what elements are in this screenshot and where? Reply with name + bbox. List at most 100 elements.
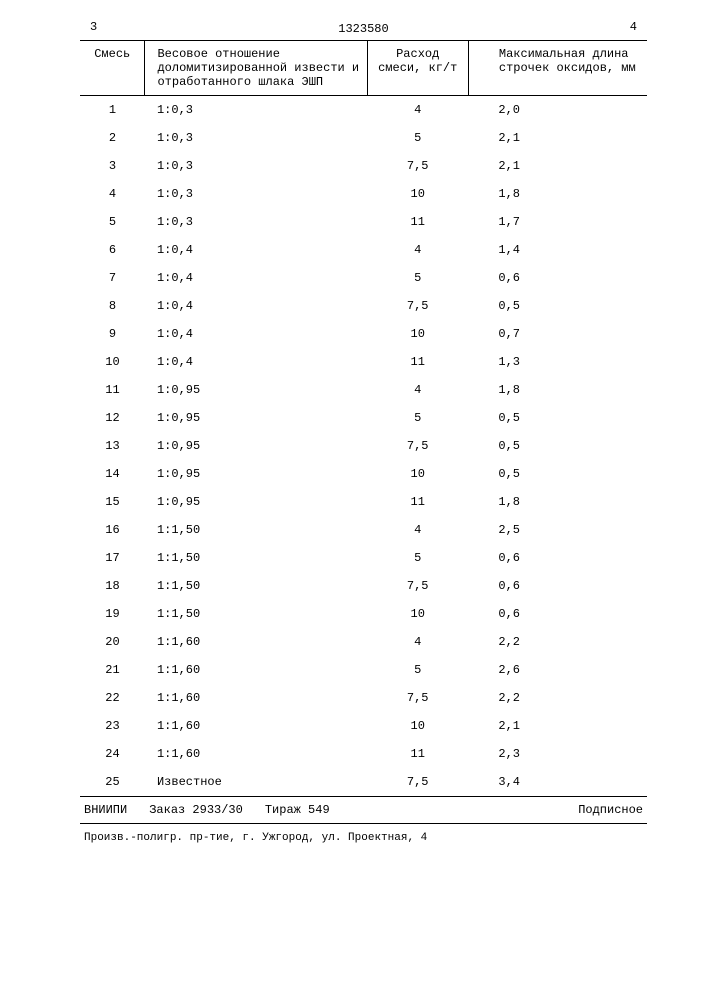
table-cell: 1 [80,96,145,125]
table-cell: 0,5 [468,404,647,432]
table-cell: 10 [80,348,145,376]
table-row: 131:0,957,50,5 [80,432,647,460]
table-row: 61:0,441,4 [80,236,647,264]
imprint-tirage: Тираж 549 [265,803,330,817]
document-number: 1323580 [80,22,647,36]
table-cell: 19 [80,600,145,628]
table-cell: 18 [80,572,145,600]
table-cell: 4 [367,96,468,125]
col-header-length: Максимальная длина строчек оксидов, мм [468,41,647,96]
table-row: 161:1,5042,5 [80,516,647,544]
table-cell: 1:1,50 [145,544,367,572]
table-row: 121:0,9550,5 [80,404,647,432]
table-cell: 5 [367,544,468,572]
table-cell: 7,5 [367,572,468,600]
table-cell: 23 [80,712,145,740]
table-cell: 16 [80,516,145,544]
table-cell: 2,3 [468,740,647,768]
table-cell: 22 [80,684,145,712]
table-cell: 1:0,3 [145,96,367,125]
table-cell: 2,1 [468,124,647,152]
table-cell: 7,5 [367,152,468,180]
table-cell: 1,8 [468,180,647,208]
table-cell: 1:0,4 [145,264,367,292]
table-cell: 2,2 [468,628,647,656]
table-cell: 10 [367,180,468,208]
table-cell: 0,6 [468,544,647,572]
table-cell: 1:1,60 [145,656,367,684]
table-cell: 1:1,60 [145,684,367,712]
table-cell: 4 [367,516,468,544]
table-cell: 7,5 [367,768,468,797]
table-cell: 20 [80,628,145,656]
table-cell: 0,6 [468,572,647,600]
imprint-line: ВНИИПИ Заказ 2933/30 Тираж 549 Подписное [80,797,647,824]
table-row: 11:0,342,0 [80,96,647,125]
table-cell: 1:0,3 [145,152,367,180]
table-cell: 2,6 [468,656,647,684]
table-cell: 1:0,95 [145,460,367,488]
table-row: 151:0,95111,8 [80,488,647,516]
table-cell: 1:0,95 [145,432,367,460]
table-cell: 1:0,95 [145,376,367,404]
table-row: 31:0,37,52,1 [80,152,647,180]
table-cell: 1:1,50 [145,516,367,544]
table-cell: 25 [80,768,145,797]
table-cell: 11 [367,488,468,516]
table-row: 211:1,6052,6 [80,656,647,684]
table-cell: 0,5 [468,292,647,320]
table-cell: 1:0,3 [145,208,367,236]
table-cell: 1,3 [468,348,647,376]
table-row: 231:1,60102,1 [80,712,647,740]
table-cell: 1:0,3 [145,124,367,152]
table-cell: 3 [80,152,145,180]
table-row: 25Известное7,53,4 [80,768,647,797]
table-cell: 0,7 [468,320,647,348]
imprint-order: Заказ 2933/30 [149,803,243,817]
table-cell: 1:0,3 [145,180,367,208]
table-row: 191:1,50100,6 [80,600,647,628]
table-cell: 10 [367,460,468,488]
table-cell: 7,5 [367,292,468,320]
table-row: 171:1,5050,6 [80,544,647,572]
table-cell: 15 [80,488,145,516]
table-cell: 4 [367,376,468,404]
table-cell: 1,4 [468,236,647,264]
table-cell: 2,0 [468,96,647,125]
table-cell: 7,5 [367,432,468,460]
table-cell: 2 [80,124,145,152]
table-row: 91:0,4100,7 [80,320,647,348]
table-cell: 14 [80,460,145,488]
imprint-org: ВНИИПИ [84,803,127,817]
table-cell: 1:0,4 [145,348,367,376]
table-cell: 21 [80,656,145,684]
table-header-row: Смесь Весовое отношение доломитизированн… [80,41,647,96]
table-cell: 11 [80,376,145,404]
table-cell: 10 [367,600,468,628]
table-cell: 11 [367,740,468,768]
table-cell: 2,2 [468,684,647,712]
table-cell: 1:1,50 [145,572,367,600]
table-cell: 10 [367,712,468,740]
footer-line: Произв.-полигр. пр-тие, г. Ужгород, ул. … [80,824,647,852]
table-cell: 7 [80,264,145,292]
table-cell: 2,5 [468,516,647,544]
table-cell: 1:1,60 [145,712,367,740]
table-cell: 2,1 [468,712,647,740]
table-cell: 12 [80,404,145,432]
data-table: Смесь Весовое отношение доломитизированн… [80,40,647,797]
table-cell: 1:1,50 [145,600,367,628]
table-cell: 1:0,4 [145,236,367,264]
table-cell: Известное [145,768,367,797]
table-cell: 0,5 [468,460,647,488]
table-cell: 3,4 [468,768,647,797]
table-row: 241:1,60112,3 [80,740,647,768]
table-cell: 1:0,95 [145,404,367,432]
table-cell: 1,7 [468,208,647,236]
table-cell: 24 [80,740,145,768]
table-cell: 5 [367,404,468,432]
table-row: 81:0,47,50,5 [80,292,647,320]
table-cell: 13 [80,432,145,460]
table-cell: 1:0,4 [145,320,367,348]
imprint-sign: Подписное [578,803,643,817]
